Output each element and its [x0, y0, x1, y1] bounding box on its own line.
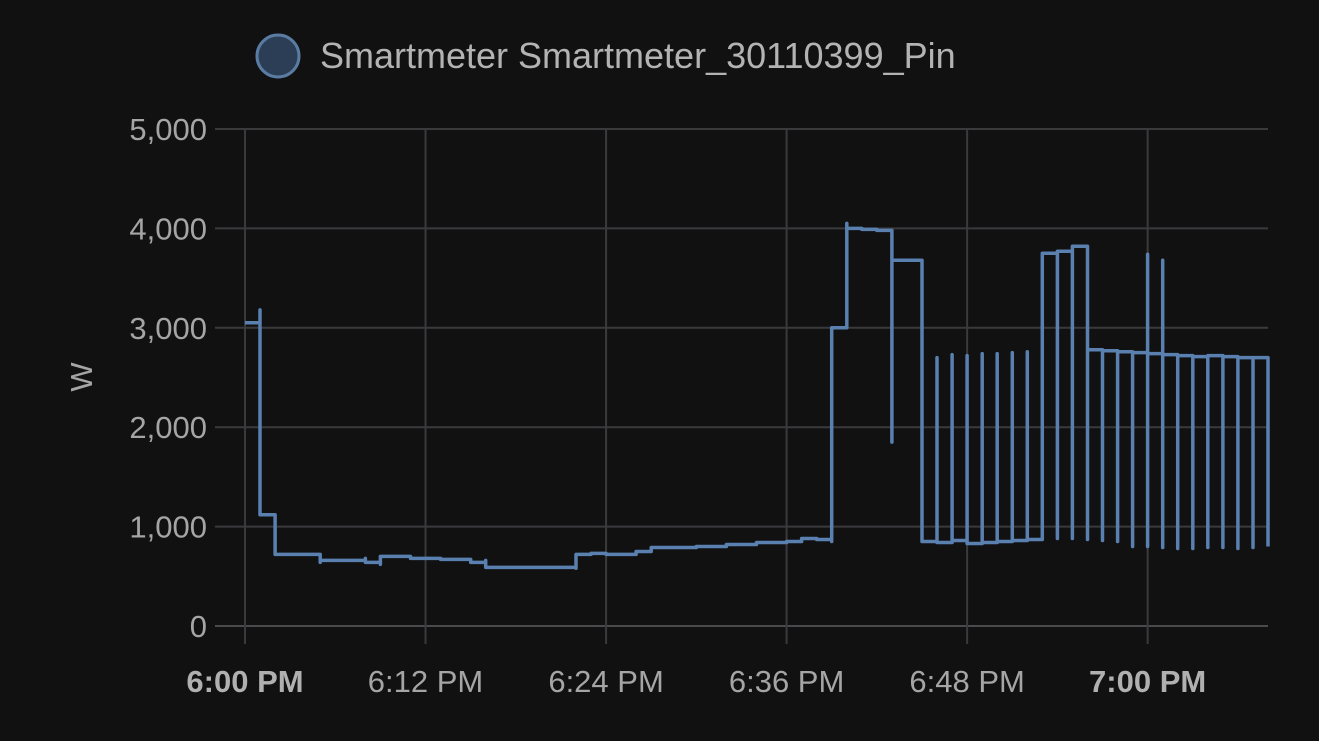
- x-tick-label: 6:00 PM: [186, 664, 303, 699]
- y-tick-label: 5,000: [129, 112, 207, 147]
- legend[interactable]: Smartmeter Smartmeter_30110399_Pin: [255, 33, 956, 79]
- y-tick-label: 0: [190, 609, 207, 644]
- y-tick-labels: 0 1,000 2,000 3,000 4,000 5,000: [129, 112, 207, 644]
- x-tick-label: 7:00 PM: [1089, 664, 1206, 699]
- y-tick-label: 3,000: [129, 311, 207, 346]
- x-tick-label: 6:12 PM: [368, 664, 483, 699]
- y-tick-label: 2,000: [129, 410, 207, 445]
- series-line: [245, 221, 1270, 571]
- x-tick-labels: 6:00 PM 6:12 PM 6:24 PM 6:36 PM 6:48 PM 7:00 …: [186, 664, 1206, 699]
- x-tick-label: 6:24 PM: [548, 664, 663, 699]
- legend-marker-icon: [255, 33, 301, 79]
- y-axis-label: W: [64, 362, 99, 392]
- y-tick-label: 4,000: [129, 211, 207, 246]
- series-group: [245, 221, 1270, 571]
- legend-label: Smartmeter Smartmeter_30110399_Pin: [320, 35, 956, 76]
- grid: [215, 128, 1268, 644]
- y-tick-label: 1,000: [129, 510, 207, 545]
- x-tick-label: 6:48 PM: [909, 664, 1024, 699]
- x-tick-label: 6:36 PM: [729, 664, 844, 699]
